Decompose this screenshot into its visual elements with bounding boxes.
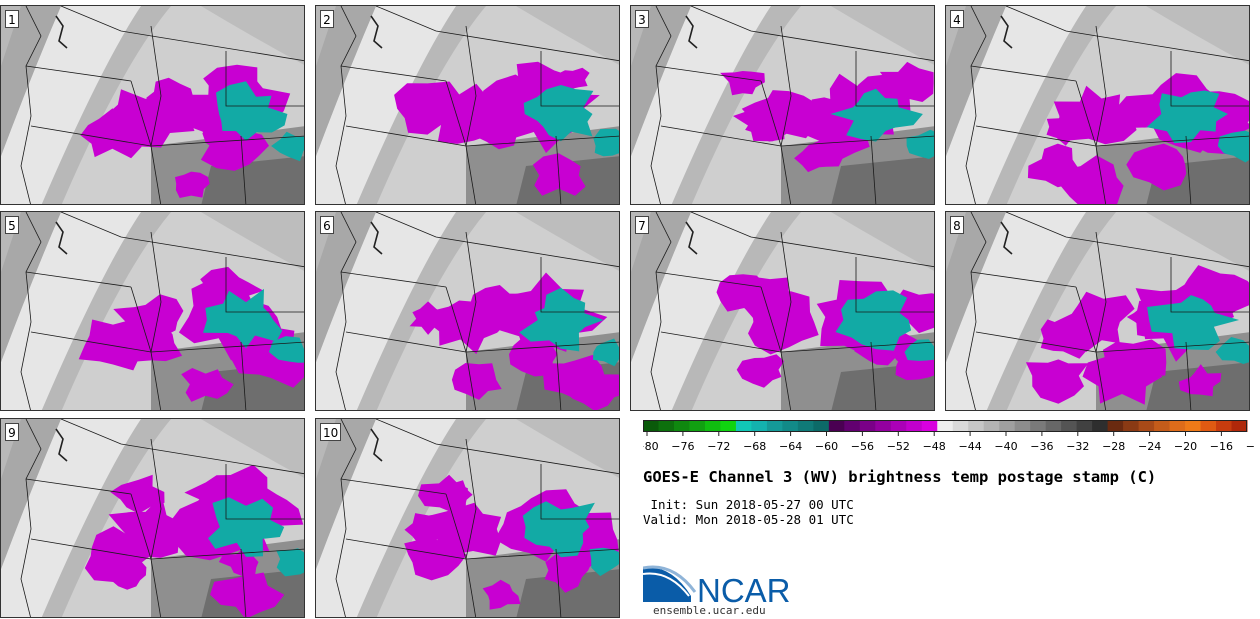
colorbar-swatch: [828, 420, 845, 432]
colorbar-tick-label: −64: [779, 440, 802, 453]
colorbar-swatch: [689, 420, 706, 432]
panel-number-label: 9: [5, 423, 19, 441]
colorbar-tick-label: −36: [1030, 440, 1053, 453]
colorbar-swatch: [782, 420, 799, 432]
ensemble-member-panel: 4: [945, 5, 1250, 205]
colorbar-swatch: [999, 420, 1016, 432]
colorbar-tick-label: −52: [887, 440, 910, 453]
colorbar-swatch: [1045, 420, 1062, 432]
colorbar-tick-label: −12: [1246, 440, 1255, 453]
colorbar-swatch: [1014, 420, 1031, 432]
colorbar-swatch: [1092, 420, 1109, 432]
ensemble-member-panel: 3: [630, 5, 935, 205]
colorbar-swatch: [844, 420, 861, 432]
colorbar-tick-label: −32: [1066, 440, 1089, 453]
panel-number-label: 4: [950, 10, 964, 28]
satellite-map: [1, 212, 304, 410]
chart-title: GOES-E Channel 3 (WV) brightness temp po…: [643, 468, 1157, 486]
panel-number-label: 3: [635, 10, 649, 28]
colorbar-swatch: [952, 420, 969, 432]
ensemble-member-panel: 6: [315, 211, 620, 411]
colorbar-swatch: [983, 420, 1000, 432]
colorbar-swatch: [1216, 420, 1233, 432]
satellite-map: [316, 6, 619, 204]
colorbar-swatch: [797, 420, 814, 432]
satellite-map: [1, 419, 304, 617]
panel-number-label: 6: [320, 216, 334, 234]
panel-number-label: 7: [635, 216, 649, 234]
colorbar-swatch: [751, 420, 768, 432]
ensemble-member-panel: 9: [0, 418, 305, 618]
colorbar-swatch: [921, 420, 938, 432]
colorbar-tick-label: −80: [643, 440, 659, 453]
ensemble-member-panel: 5: [0, 211, 305, 411]
colorbar-swatch: [968, 420, 985, 432]
colorbar-border: [643, 420, 1247, 432]
ensemble-member-panel: 8: [945, 211, 1250, 411]
satellite-map: [631, 212, 934, 410]
colorbar-swatch: [766, 420, 783, 432]
satellite-map: [316, 212, 619, 410]
site-url: ensemble.ucar.edu: [653, 604, 766, 617]
satellite-map: [946, 6, 1249, 204]
colorbar: −80−76−72−68−64−60−56−52−48−44−40−36−32−…: [643, 420, 1255, 453]
colorbar-swatch: [1200, 420, 1217, 432]
ensemble-member-panel: 1: [0, 5, 305, 205]
satellite-map: [631, 6, 934, 204]
colorbar-swatch: [1231, 420, 1248, 432]
panel-number-label: 5: [5, 216, 19, 234]
colorbar-swatch: [1123, 420, 1140, 432]
colorbar-tick-label: −68: [743, 440, 766, 453]
colorbar-tick-label: −72: [707, 440, 730, 453]
colorbar-swatch: [1030, 420, 1047, 432]
satellite-map: [1, 6, 304, 204]
colorbar-swatch: [1185, 420, 1202, 432]
colorbar-swatch: [859, 420, 876, 432]
colorbar-tick-label: −44: [958, 440, 981, 453]
ensemble-member-panel: 10: [315, 418, 620, 618]
satellite-map: [946, 212, 1249, 410]
colorbar-swatch: [735, 420, 752, 432]
panel-number-label: 8: [950, 216, 964, 234]
ensemble-member-panel: 7: [630, 211, 935, 411]
colorbar-tick-label: −40: [994, 440, 1017, 453]
colorbar-tick-label: −28: [1102, 440, 1125, 453]
colorbar-swatch: [720, 420, 737, 432]
init-time: Init: Sun 2018-05-27 00 UTC: [643, 497, 854, 512]
colorbar-swatch: [643, 420, 659, 432]
colorbar-swatch: [875, 420, 892, 432]
colorbar-tick-label: −16: [1210, 440, 1233, 453]
colorbar-tick-label: −48: [923, 440, 946, 453]
logo-text: NCAR: [697, 572, 791, 606]
colorbar-tick-label: −60: [815, 440, 838, 453]
ensemble-member-panel: 2: [315, 5, 620, 205]
panel-number-label: 1: [5, 10, 19, 28]
colorbar-tick-label: −76: [671, 440, 694, 453]
colorbar-tick-label: −56: [851, 440, 874, 453]
colorbar-swatch: [890, 420, 907, 432]
colorbar-tick-label: −24: [1138, 440, 1161, 453]
colorbar-swatch: [1169, 420, 1186, 432]
colorbar-swatch: [1138, 420, 1155, 432]
colorbar-swatch: [813, 420, 830, 432]
panel-number-label: 2: [320, 10, 334, 28]
colorbar-swatch: [937, 420, 954, 432]
logo-swoosh-icon: [643, 567, 691, 602]
colorbar-swatch: [1076, 420, 1093, 432]
colorbar-swatch: [704, 420, 721, 432]
colorbar-swatch: [1061, 420, 1078, 432]
colorbar-swatch: [673, 420, 690, 432]
valid-time: Valid: Mon 2018-05-28 01 UTC: [643, 512, 854, 527]
colorbar-tick-label: −20: [1174, 440, 1197, 453]
colorbar-swatch: [906, 420, 923, 432]
ncar-logo: NCAR: [643, 565, 791, 606]
panel-number-label: 10: [320, 423, 342, 441]
colorbar-swatch: [1154, 420, 1171, 432]
colorbar-swatch: [658, 420, 675, 432]
satellite-map: [316, 419, 619, 617]
colorbar-swatch: [1107, 420, 1124, 432]
